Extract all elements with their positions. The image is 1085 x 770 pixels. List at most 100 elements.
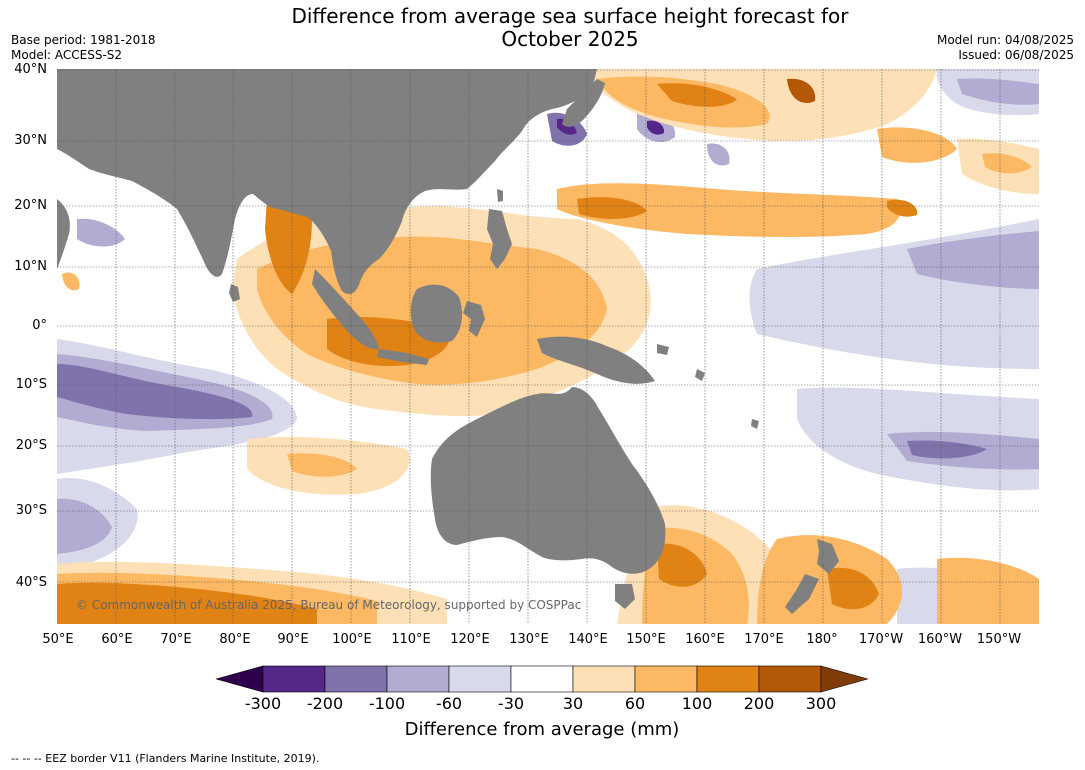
colorbar-tick-300: 300 (805, 694, 837, 713)
northwest-pacific-negative-core (647, 120, 665, 135)
arabian-peninsula (57, 199, 70, 269)
colorbar-bin-4 (448, 665, 512, 693)
lat-label-10n: 10°N (14, 259, 47, 274)
eez-border-note: -- -- -- EEZ border V11 (Flanders Marine… (11, 752, 320, 765)
lat-label-20n: 20°N (14, 198, 47, 213)
lat-label-40s: 40°S (15, 575, 47, 590)
sulawesi (463, 301, 485, 337)
colorbar-extend-low (216, 665, 264, 693)
new-zealand-north (817, 539, 839, 574)
lat-label-40n: 40°N (14, 62, 47, 77)
sri-lanka (229, 284, 240, 302)
central-pacific-positive-core (887, 199, 918, 217)
pacific-ne-negative-core (957, 78, 1039, 105)
colorbar-tick-100: 100 (681, 694, 713, 713)
meta-left: Base period: 1981-2018 Model: ACCESS-S2 (11, 33, 156, 63)
lon-label-180: 180° (806, 632, 838, 647)
colorbar-bin-9 (758, 665, 822, 693)
australia (430, 387, 666, 574)
new-zealand-positive-core (827, 567, 879, 610)
graticule (57, 69, 1039, 624)
lon-label-80e: 80°E (219, 632, 251, 647)
lon-label-50e: 50°E (42, 632, 74, 647)
north-pacific-positive-inner (657, 83, 737, 107)
south-pacific-east-positive (937, 557, 1039, 624)
south-indian-negative-inner (57, 364, 253, 420)
pacific-east-negative (907, 231, 1039, 289)
lon-label-110e: 110°E (391, 632, 431, 647)
colorbar-bin-7 (634, 665, 698, 693)
map-svg (57, 69, 1039, 624)
lat-label-30n: 30°N (14, 133, 47, 148)
meta-right: Model run: 04/08/2025 Issued: 06/08/2025 (937, 33, 1074, 63)
colorbar-extend-high (820, 665, 868, 693)
colorbar-bin-2 (324, 665, 388, 693)
central-pacific-positive (877, 127, 957, 163)
lat-label-30s: 30°S (15, 503, 47, 518)
lat-label-10s: 10°S (15, 377, 47, 392)
lon-label-60e: 60°E (101, 632, 133, 647)
lon-label-150w: 150°W (976, 632, 1022, 647)
lon-label-100e: 100°E (332, 632, 372, 647)
east-pacific-north-positive-core (982, 153, 1032, 174)
map-panel: © Commonwealth of Australia 2025, Bureau… (57, 69, 1039, 624)
colorbar-tick-minus-100: -100 (368, 694, 406, 713)
colorbar-tick-minus-60: -60 (435, 694, 463, 713)
north-pacific-negative-small-1 (707, 143, 730, 166)
japan (562, 79, 605, 127)
subtropical-pacific-positive (557, 183, 901, 238)
colorbar-bin-1 (262, 665, 326, 693)
colorbar-tick-minus-300: -300 (244, 694, 282, 713)
colorbar-bin-5 (510, 665, 574, 693)
lon-label-170e: 170°E (744, 632, 784, 647)
title-line-2: October 2025 (501, 27, 639, 51)
copyright-notice: © Commonwealth of Australia 2025, Bureau… (76, 598, 582, 612)
colorbar-tick-60: 60 (624, 694, 646, 713)
land-masses (57, 69, 839, 614)
colorbar-label: Difference from average (mm) (404, 719, 680, 740)
colorbar-bin-8 (696, 665, 760, 693)
lon-label-160w: 160°W (917, 632, 963, 647)
lon-label-170w: 170°W (858, 632, 904, 647)
lon-label-120e: 120°E (450, 632, 490, 647)
java (377, 349, 429, 365)
arabian-sea-negative (77, 218, 125, 247)
colorbar-tick-200: 200 (743, 694, 775, 713)
colorbar-bin-3 (386, 665, 450, 693)
philippines (487, 209, 512, 269)
north-pacific-dark-core (787, 78, 816, 103)
title-line-1: Difference from average sea surface heig… (291, 4, 849, 28)
pacific-islands-2 (695, 369, 705, 381)
south-indian-positive-inner (57, 582, 317, 624)
colorbar (216, 665, 868, 693)
borneo (410, 284, 463, 343)
pacific-islands-3 (751, 419, 759, 429)
colorbar-tick-30: 30 (562, 694, 584, 713)
lon-label-70e: 70°E (160, 632, 192, 647)
colorbar-bin-6 (572, 665, 636, 693)
lon-label-150e: 150°E (626, 632, 666, 647)
pacific-islands-1 (657, 344, 669, 355)
colorbar-tick-minus-30: -30 (497, 694, 525, 713)
tasman-positive-inner (657, 543, 707, 587)
lon-label-160e: 160°E (685, 632, 725, 647)
lon-label-130e: 130°E (509, 632, 549, 647)
lon-label-140e: 140°E (568, 632, 608, 647)
arabian-positive-small (62, 272, 80, 291)
issued-date: Issued: 06/08/2025 (958, 48, 1074, 62)
lat-label-20s: 20°S (15, 438, 47, 453)
new-guinea (537, 336, 655, 384)
south-indian-negative-west-core (57, 498, 112, 554)
model-run: Model run: 04/08/2025 (936, 33, 1074, 47)
lat-label-equator: 0° (32, 318, 47, 333)
base-period: Base period: 1981-2018 (11, 33, 156, 47)
model-name: Model: ACCESS-S2 (11, 48, 123, 62)
central-south-indian-positive-core (287, 453, 357, 477)
colorbar-tick-minus-200: -200 (306, 694, 344, 713)
south-pacific-negative-inner (907, 440, 987, 459)
lon-label-90e: 90°E (277, 632, 309, 647)
sumatra (312, 269, 379, 350)
taiwan (497, 189, 503, 202)
bay-of-bengal-positive-core (265, 195, 312, 294)
tasmania (615, 584, 635, 609)
